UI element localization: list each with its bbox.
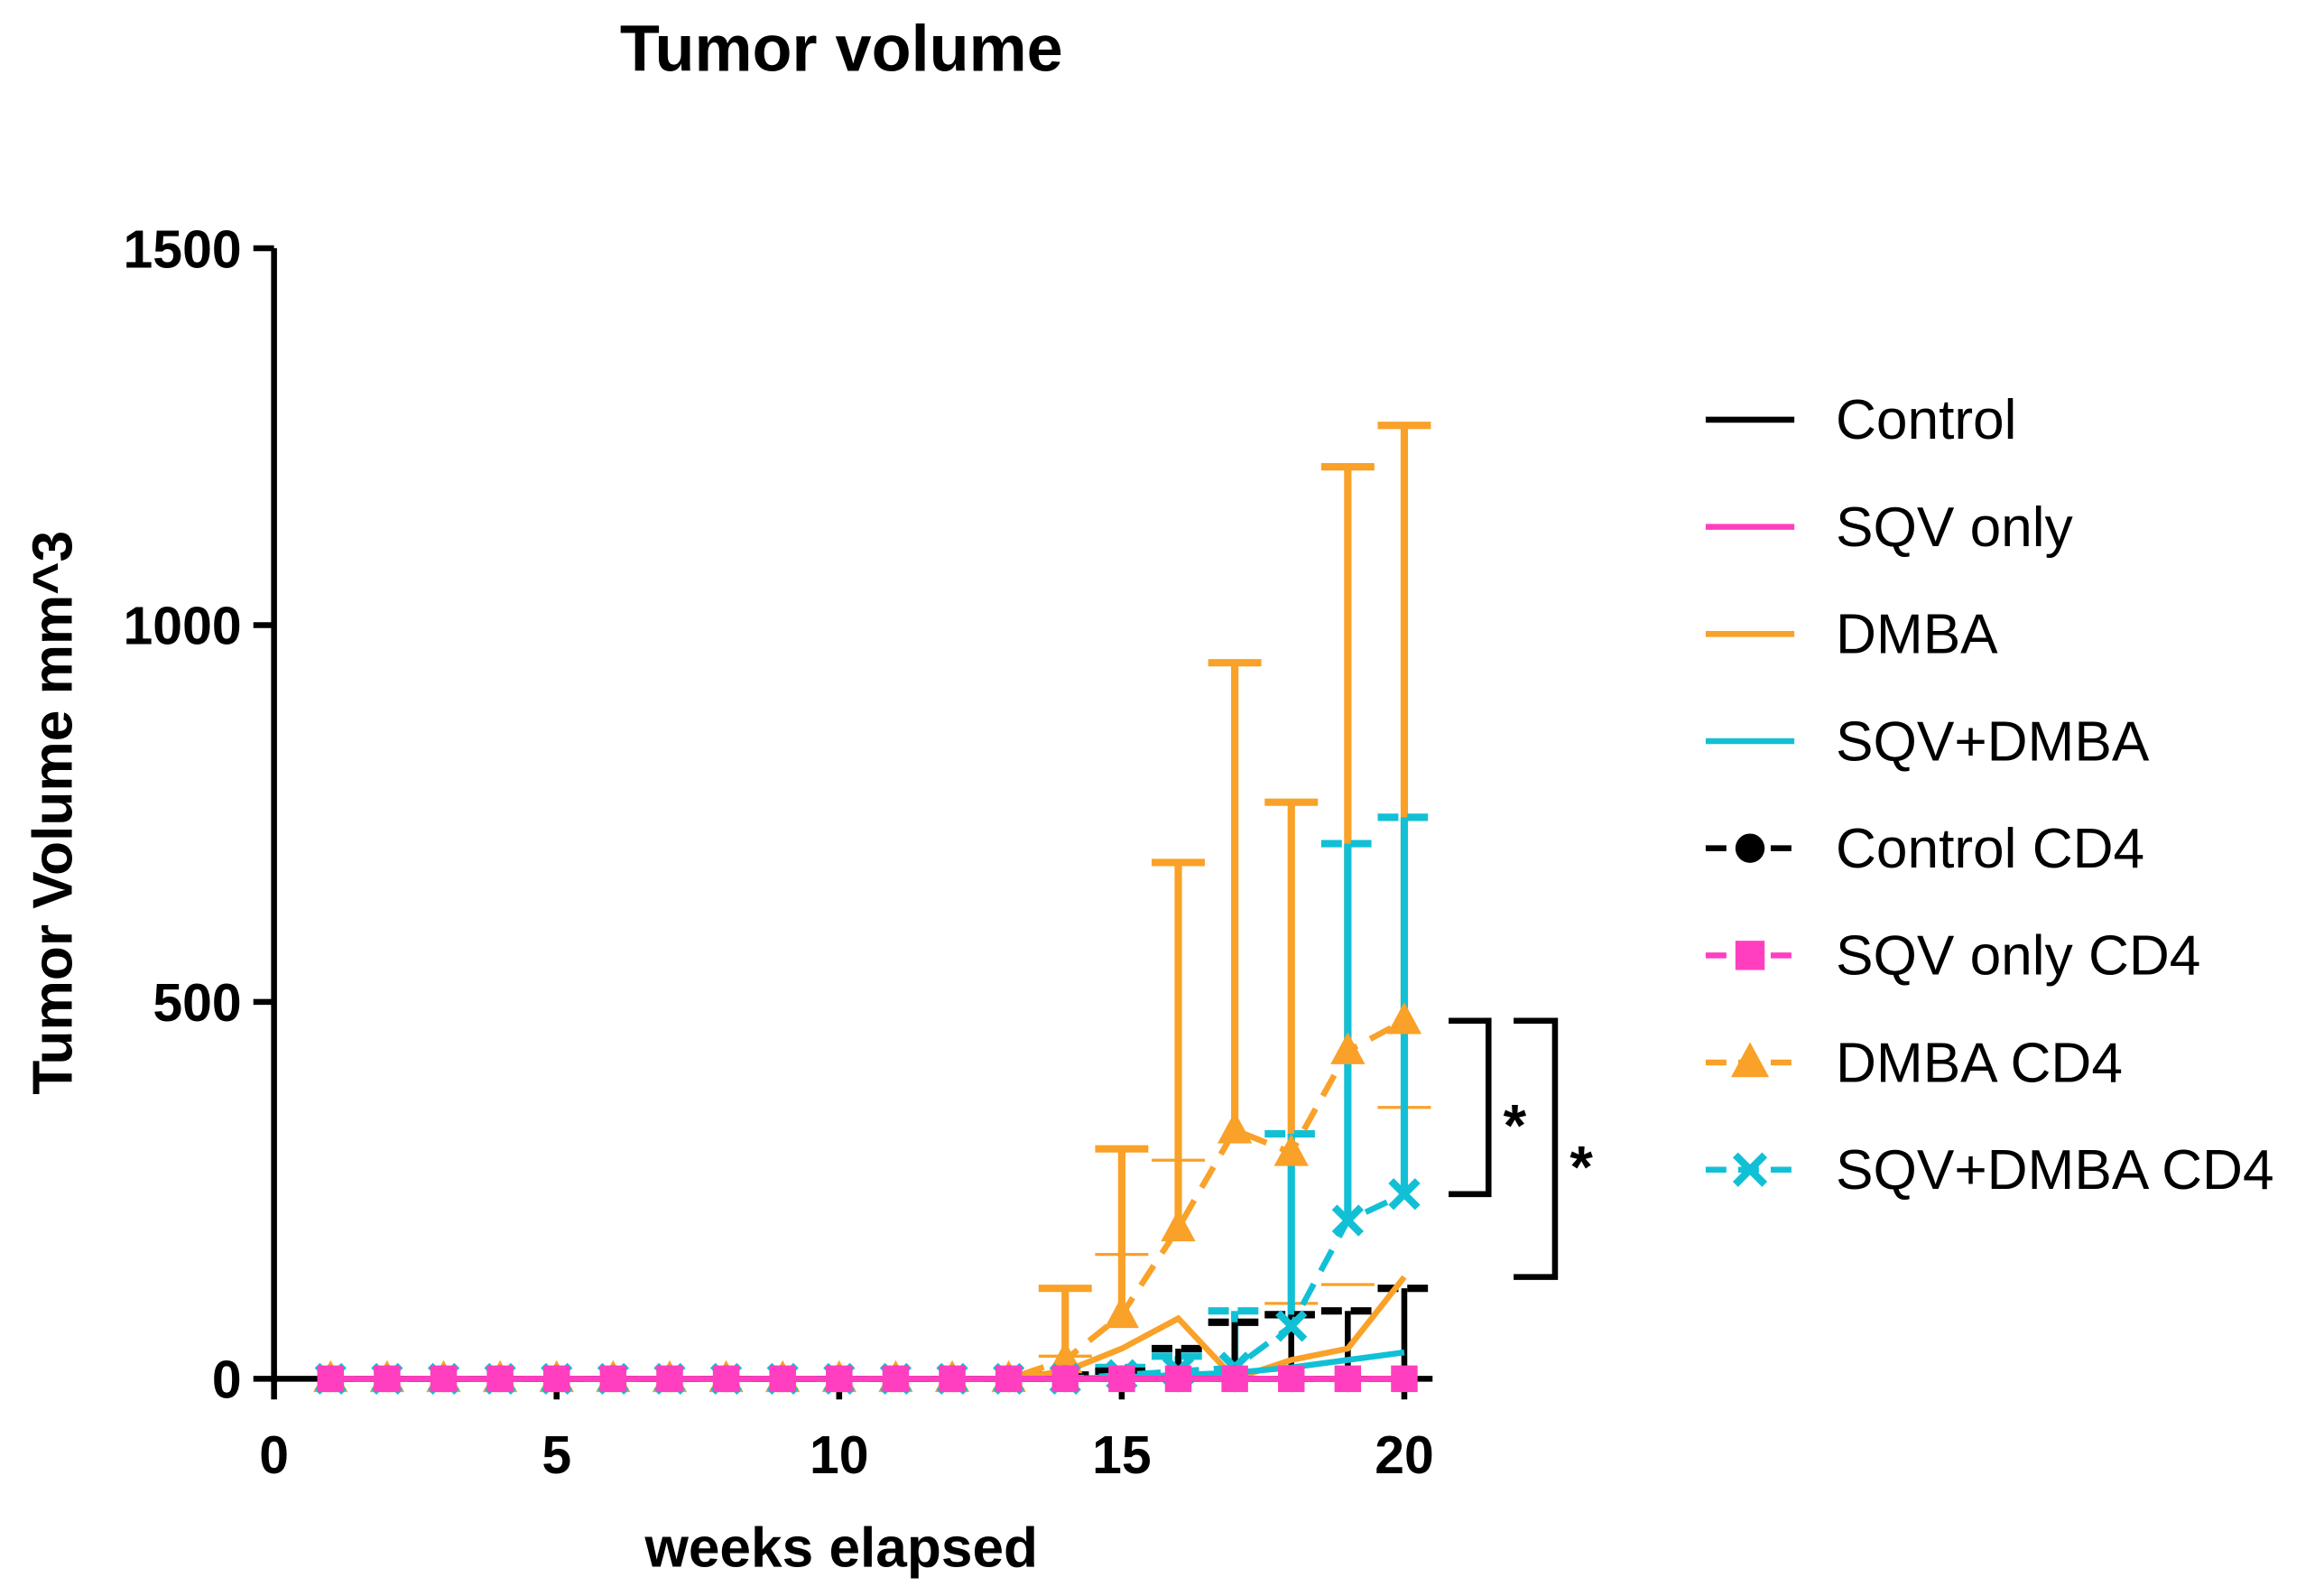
x-marker [1732,1152,1768,1187]
triangle-marker [1386,1002,1422,1035]
triangle-marker [1330,1032,1366,1064]
triangle-marker [1161,1209,1196,1242]
series-line-dmba-cd4 [330,1017,1406,1382]
triangle-marker [1273,1134,1309,1166]
triangle-marker [1217,1111,1253,1144]
triangle-marker [1104,1295,1140,1329]
triangle-marker [1730,1042,1770,1078]
significance-star: * [1504,1092,1527,1158]
significance-bracket [1449,1017,1492,1198]
legend-label: SQV+DMBA CD4 [1836,1139,2274,1202]
y-tick-label: 500 [153,974,241,1033]
legend-label: DMBA CD4 [1836,1032,2123,1094]
y-axis-label: Tumor Volume mm^3 [22,531,84,1095]
x-marker [1275,1310,1308,1342]
x-marker [1331,1204,1364,1237]
x-tick-label: 20 [1375,1426,1434,1485]
significance-bracket [1514,1017,1559,1280]
x-tick-label: 10 [810,1426,869,1485]
legend-label: SQV+DMBA [1836,710,2150,773]
circle-marker [1735,833,1765,863]
x-tick-label: 5 [542,1426,571,1485]
x-marker [1388,1178,1421,1211]
series-line-sqv-dmba-cd4 [330,1191,1406,1382]
legend-label: Control CD4 [1836,818,2144,880]
x-axis-label: weeks elapsed [643,1517,1038,1579]
square-marker [1735,941,1765,970]
legend-label: DMBA [1836,604,1998,666]
y-tick-label: 1000 [124,598,242,656]
y-tick-label: 1500 [124,220,242,279]
legend-label: SQV only CD4 [1836,925,2200,988]
legend-label: SQV only [1836,496,2073,559]
legend-label: Control [1836,389,2016,451]
x-tick-label: 15 [1092,1426,1152,1485]
x-tick-label: 0 [259,1426,289,1485]
y-tick-label: 0 [212,1351,242,1410]
significance-star: * [1569,1134,1593,1200]
chart-title: Tumor volume [620,14,1063,86]
